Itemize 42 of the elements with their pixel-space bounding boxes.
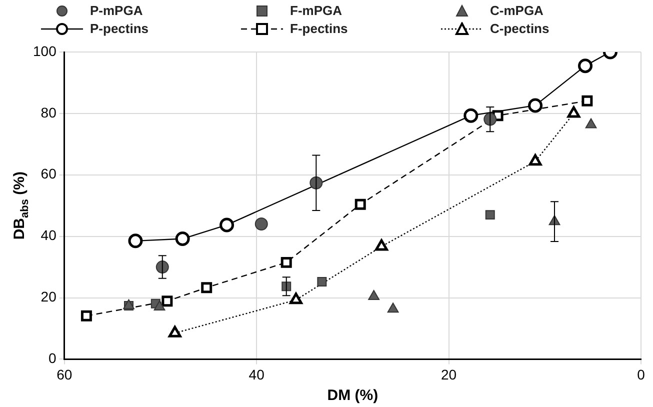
point bbox=[201, 282, 212, 294]
point bbox=[80, 310, 92, 322]
point bbox=[485, 210, 495, 220]
point bbox=[375, 239, 388, 251]
y-tick-label: 40 bbox=[40, 227, 57, 244]
y-tick-label: 0 bbox=[48, 350, 57, 366]
point bbox=[254, 218, 268, 231]
point bbox=[387, 302, 399, 313]
x-tick-label: 40 bbox=[248, 366, 265, 382]
point bbox=[128, 234, 143, 248]
point bbox=[220, 218, 234, 232]
point bbox=[154, 300, 166, 310]
x-tick-label: 0 bbox=[637, 366, 646, 382]
point bbox=[528, 154, 542, 166]
y-tick-label: 20 bbox=[40, 288, 57, 305]
legend-label: P-mPGA bbox=[90, 3, 143, 18]
x-axis-title: DM (%) bbox=[327, 387, 378, 404]
y-tick-label: 80 bbox=[40, 104, 57, 120]
legend-label: C-pectins bbox=[490, 21, 550, 36]
point bbox=[567, 106, 580, 118]
x-tick-label: 60 bbox=[56, 366, 72, 382]
point bbox=[578, 58, 593, 74]
legend-label: F-mPGA bbox=[290, 3, 342, 18]
x-tick-label: 20 bbox=[440, 366, 457, 382]
point bbox=[317, 277, 327, 287]
legend-label: P-pectins bbox=[90, 21, 149, 36]
point bbox=[354, 198, 366, 210]
point bbox=[464, 108, 478, 123]
legend-label: C-mPGA bbox=[490, 3, 544, 18]
legend-label: F-pectins bbox=[290, 21, 348, 36]
y-axis-title: DBabs (%) bbox=[11, 172, 32, 240]
point bbox=[582, 95, 593, 106]
point bbox=[175, 232, 190, 246]
y-tick-label: 100 bbox=[33, 42, 57, 59]
point bbox=[290, 292, 302, 304]
point bbox=[528, 98, 543, 113]
point bbox=[168, 326, 182, 338]
point bbox=[368, 290, 380, 300]
point bbox=[162, 296, 173, 307]
y-tick-label: 60 bbox=[40, 166, 57, 182]
point bbox=[280, 256, 292, 268]
point bbox=[585, 118, 597, 128]
